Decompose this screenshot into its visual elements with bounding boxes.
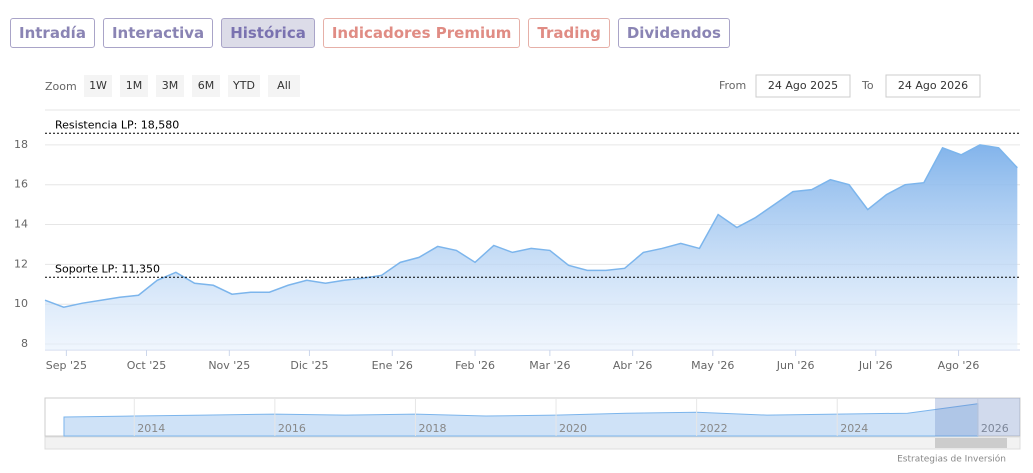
plot-line-label: Soporte LP: 11,350: [55, 262, 160, 275]
zoom-button-label[interactable]: All: [277, 79, 291, 92]
plot-line-label: Resistencia LP: 18,580: [55, 118, 179, 131]
tab[interactable]: Dividendos: [617, 18, 730, 48]
navigator-label: 2026: [981, 422, 1009, 435]
area: [45, 144, 1018, 350]
y-tick-label: 18: [14, 138, 28, 151]
from-input[interactable]: [755, 74, 851, 98]
zoom-button[interactable]: [156, 75, 184, 97]
to-value[interactable]: 24 Ago 2026: [898, 79, 968, 92]
x-tick-label: Ene '26: [372, 359, 413, 372]
x-tick-label: Jul '26: [858, 359, 893, 372]
x-tick-label: Mar '26: [529, 359, 570, 372]
y-tick-label: 8: [21, 337, 28, 350]
tab[interactable]: Trading: [528, 18, 610, 48]
to-input[interactable]: [885, 74, 981, 98]
navigator-label: 2018: [418, 422, 446, 435]
y-tick-label: 12: [14, 257, 28, 270]
x-tick-label: Oct '25: [127, 359, 167, 372]
x-tick-label: Sep '25: [46, 359, 87, 372]
from-label: From: [719, 79, 746, 92]
navigator-label: 2016: [278, 422, 306, 435]
zoom-button[interactable]: [268, 75, 300, 97]
y-tick-label: 16: [14, 178, 28, 191]
zoom-button[interactable]: [192, 75, 220, 97]
x-tick-label: Feb '26: [455, 359, 495, 372]
zoom-label: Zoom: [45, 80, 77, 93]
navigator-label: 2022: [700, 422, 728, 435]
y-tick-label: 14: [14, 218, 28, 231]
tab[interactable]: Interactiva: [102, 18, 214, 48]
zoom-button-label[interactable]: YTD: [232, 79, 255, 92]
x-tick-label: Dic '25: [290, 359, 328, 372]
zoom-button[interactable]: [84, 75, 112, 97]
zoom-button-label[interactable]: 1W: [89, 79, 107, 92]
zoom-button-label[interactable]: 1M: [126, 79, 143, 92]
navigator-label: 2020: [559, 422, 587, 435]
line: [44, 144, 1018, 308]
zoom-button-label[interactable]: 6M: [198, 79, 215, 92]
scrollbar[interactable]: [44, 436, 1021, 450]
zoom-button[interactable]: [120, 75, 148, 97]
scroll-thumb[interactable]: [935, 438, 1007, 448]
y-tick-label: 10: [14, 297, 28, 310]
x-tick-label: May '26: [691, 359, 734, 372]
zoom-button[interactable]: [228, 75, 260, 97]
navigator-label: 2014: [137, 422, 165, 435]
navigator-label: 2024: [840, 422, 868, 435]
navigator-selection: [935, 398, 1020, 436]
tab-bar: Intradía Interactiva Histórica Indicadores …: [10, 18, 730, 48]
tab[interactable]: Histórica: [221, 18, 315, 48]
credit: Estrategias de Inversión: [897, 454, 1006, 465]
x-tick-label: Jun '26: [776, 359, 815, 372]
to-label: To: [861, 79, 874, 92]
tab[interactable]: Intradía: [10, 18, 95, 48]
zoom-button-label[interactable]: 3M: [162, 79, 179, 92]
x-tick-label: Nov '25: [208, 359, 250, 372]
tab[interactable]: Indicadores Premium: [322, 18, 521, 48]
x-tick-label: Ago '26: [938, 359, 980, 372]
from-value[interactable]: 24 Ago 2025: [768, 79, 838, 92]
x-tick-label: Abr '26: [613, 359, 653, 372]
